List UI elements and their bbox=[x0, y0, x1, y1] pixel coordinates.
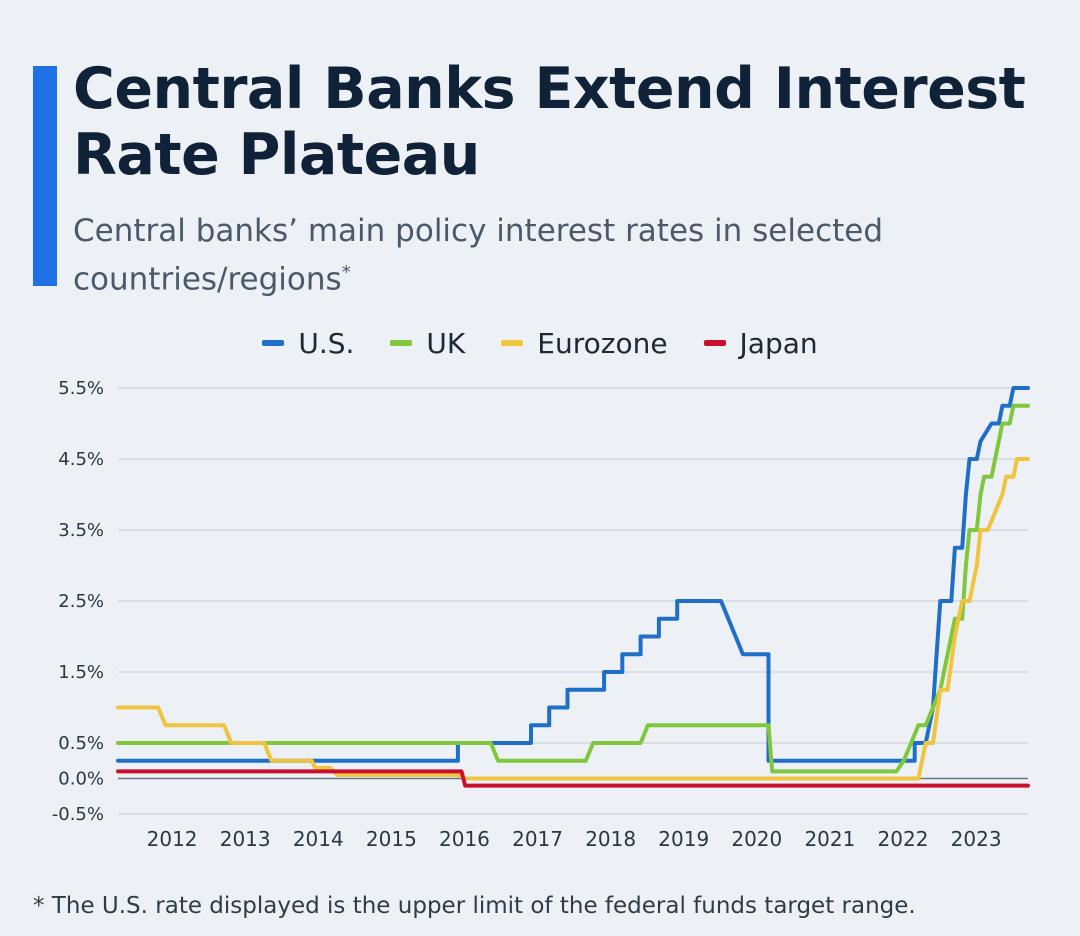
subtitle-text: Central banks’ main policy interest rate… bbox=[73, 213, 884, 298]
y-tick-label: -0.5% bbox=[52, 804, 104, 825]
subtitle-footnote-mark: * bbox=[341, 262, 351, 283]
legend-item: U.S. bbox=[262, 327, 354, 360]
x-tick-label: 2012 bbox=[147, 827, 198, 851]
footnote: * The U.S. rate displayed is the upper l… bbox=[33, 893, 916, 919]
legend-swatch bbox=[390, 340, 413, 346]
x-tick-label: 2017 bbox=[512, 827, 563, 851]
series-line-eurozone bbox=[116, 457, 1030, 781]
series-line-japan bbox=[116, 769, 1030, 788]
y-tick-label: 0.5% bbox=[58, 733, 104, 754]
legend-swatch bbox=[501, 340, 524, 346]
page-title: Central Banks Extend Interest Rate Plate… bbox=[73, 56, 1026, 188]
y-tick-label: 3.5% bbox=[58, 520, 104, 541]
series-line-u-s bbox=[116, 386, 1030, 763]
x-tick-label: 2020 bbox=[731, 827, 782, 851]
line-chart: 5.5% 4.5% 3.5% 2.5% 1.5% 0.5% 0.0% -0.5% 2012 201… bbox=[52, 378, 1030, 851]
chart-legend: U.S. UK Eurozone Japan bbox=[0, 325, 1080, 361]
x-tick-label: 2018 bbox=[585, 827, 636, 851]
y-tick-label: 5.5% bbox=[58, 378, 104, 399]
x-tick-label: 2016 bbox=[439, 827, 490, 851]
legend-item: Eurozone bbox=[501, 326, 668, 360]
x-tick-label: 2021 bbox=[804, 827, 855, 851]
y-tick-label: 4.5% bbox=[58, 449, 104, 470]
legend-label: U.S. bbox=[298, 326, 355, 360]
legend-item: UK bbox=[390, 327, 465, 360]
x-tick-label: 2013 bbox=[220, 827, 271, 851]
legend-label: UK bbox=[426, 326, 466, 360]
y-tick-label: 1.5% bbox=[58, 662, 104, 683]
legend-label: Eurozone bbox=[537, 326, 668, 360]
page-subtitle: Central banks’ main policy interest rate… bbox=[73, 210, 973, 300]
x-tick-label: 2014 bbox=[293, 827, 344, 851]
x-tick-label: 2022 bbox=[878, 827, 929, 851]
legend-label: Japan bbox=[739, 326, 818, 360]
legend-swatch bbox=[262, 340, 285, 346]
legend-item: Japan bbox=[703, 326, 818, 360]
x-tick-label: 2015 bbox=[366, 827, 417, 851]
title-accent-bar bbox=[33, 66, 57, 286]
x-tick-label: 2023 bbox=[951, 827, 1002, 851]
y-tick-label: 0.0% bbox=[58, 769, 104, 790]
y-tick-label: 2.5% bbox=[58, 591, 104, 612]
x-tick-label: 2019 bbox=[658, 827, 709, 851]
series-line-uk bbox=[116, 403, 1030, 774]
legend-swatch bbox=[703, 340, 726, 346]
